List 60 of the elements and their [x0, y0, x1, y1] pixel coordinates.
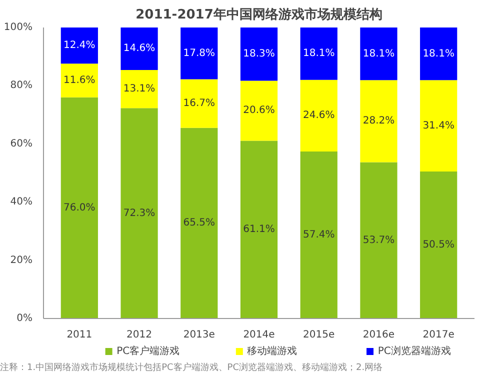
data-label: 20.6%	[243, 105, 275, 116]
x-tick-label: 2012	[126, 330, 152, 340]
x-tick-label: 2014e	[243, 330, 275, 340]
data-label: 18.3%	[243, 48, 275, 60]
y-tick-label: 0%	[16, 313, 33, 324]
bar	[360, 28, 398, 80]
bar	[120, 108, 158, 318]
data-label: 18.1%	[362, 48, 395, 60]
data-label: 65.5%	[183, 218, 216, 229]
x-tick-label: 2015e	[303, 330, 335, 340]
data-label: 50.5%	[422, 240, 454, 251]
legend-label: PC浏览器端游戏	[378, 345, 451, 357]
data-label: 53.7%	[362, 234, 395, 246]
data-label: 17.8%	[183, 48, 216, 59]
bar	[240, 80, 278, 141]
data-label: 28.2%	[362, 116, 395, 127]
data-label: 13.1%	[123, 84, 156, 95]
legend-label: 移动端游戏	[247, 345, 298, 357]
bar	[300, 80, 338, 152]
y-tick-label: 100%	[4, 22, 33, 33]
bar	[420, 28, 458, 80]
x-tick-label: 2016e	[362, 330, 395, 340]
bar	[240, 140, 278, 318]
bar	[300, 28, 338, 80]
data-label: 18.1%	[422, 48, 454, 60]
y-tick-label: 80%	[10, 80, 33, 92]
y-tick-label: 20%	[10, 254, 33, 266]
x-tick-label: 2013e	[183, 330, 215, 340]
bar	[180, 28, 218, 80]
data-label: 31.4%	[422, 120, 454, 132]
data-label: 61.1%	[243, 224, 275, 236]
bar	[180, 128, 218, 318]
bar	[420, 172, 458, 318]
data-label: 11.6%	[64, 74, 96, 86]
data-label: 57.4%	[302, 229, 335, 240]
data-label: 16.7%	[183, 98, 216, 110]
bar	[60, 97, 98, 318]
bar	[240, 28, 278, 81]
bar	[120, 28, 158, 70]
bar	[120, 70, 158, 108]
data-label: 24.6%	[302, 110, 335, 122]
legend-label: PC客户端游戏	[116, 345, 180, 357]
bar	[180, 79, 218, 128]
data-label: 76.0%	[64, 202, 96, 214]
bar	[420, 80, 458, 172]
text: 注释：1.中国网络游戏市场规模统计包括PC客户端游戏、PC浏览器端游戏、移动端游戏；2.网络	[0, 362, 383, 375]
y-tick-label: 40%	[10, 196, 33, 208]
data-label: 14.6%	[123, 43, 156, 54]
bar	[300, 151, 338, 318]
y-tick-label: 60%	[10, 138, 33, 150]
x-tick-label: 2011	[66, 330, 92, 340]
bar	[60, 64, 98, 98]
bar	[360, 80, 398, 162]
bar	[360, 162, 398, 318]
x-tick-label: 2017e	[422, 330, 454, 340]
data-label: 72.3%	[123, 208, 156, 219]
data-label: 18.1%	[302, 48, 335, 60]
data-label: 12.4%	[64, 40, 96, 52]
chart-title: 2011-2017年中国网络游戏市场规模结构	[136, 6, 382, 22]
bar	[60, 28, 98, 64]
